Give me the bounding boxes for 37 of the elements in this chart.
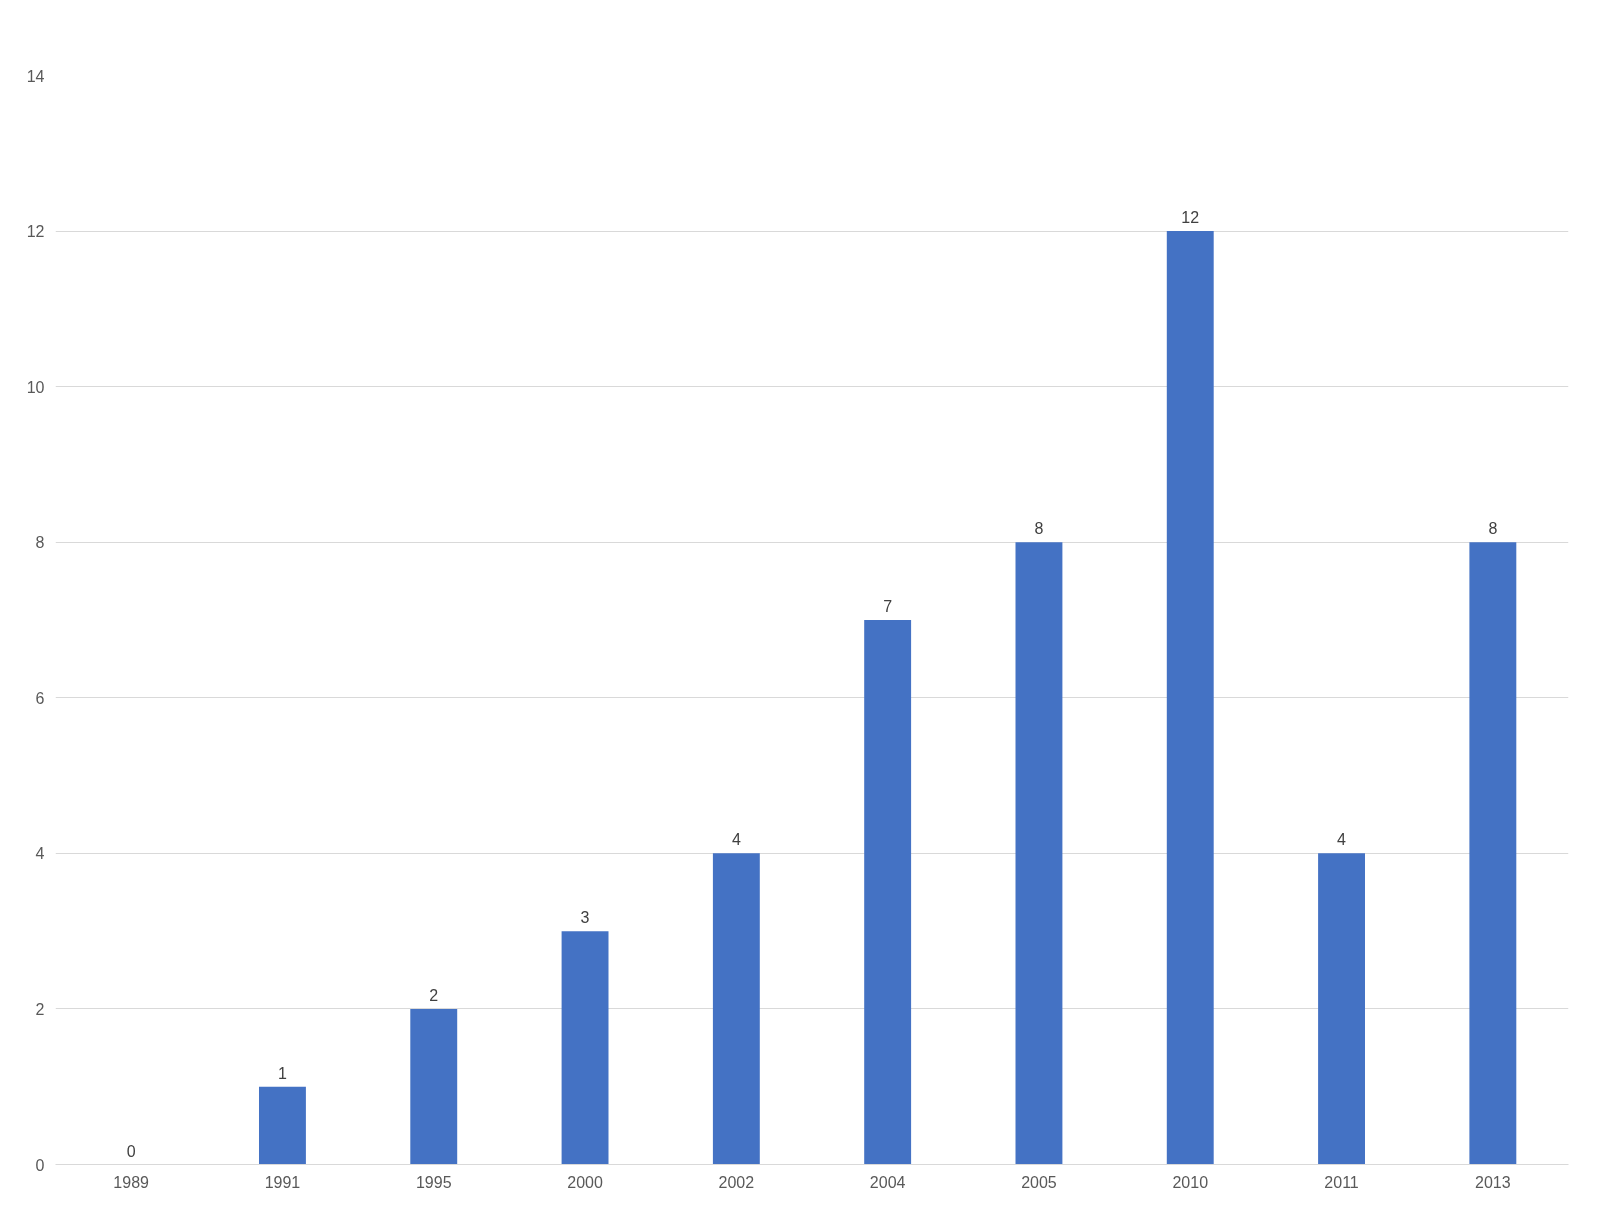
x-tick-label: 2011: [1324, 1173, 1359, 1191]
y-tick-label: 4: [35, 845, 45, 863]
data-label: 7: [883, 598, 893, 615]
bar: [259, 1086, 306, 1165]
bar: [1015, 542, 1063, 1165]
x-tick-label: 2013: [1475, 1173, 1511, 1191]
bar: [1318, 853, 1365, 1165]
bar: [864, 620, 912, 1165]
y-tick-label: 14: [26, 67, 45, 85]
y-tick-label: 2: [35, 1000, 45, 1018]
data-label: 8: [1488, 520, 1498, 538]
data-label: 4: [1337, 831, 1347, 849]
bar: [1469, 542, 1517, 1165]
data-label: 2: [429, 986, 439, 1004]
x-tick-label: 1991: [264, 1173, 301, 1191]
data-label: 0: [126, 1142, 136, 1160]
bar: [712, 853, 760, 1165]
data-label: 1: [278, 1064, 287, 1082]
data-label: 8: [1034, 520, 1044, 538]
data-label: 3: [580, 909, 590, 927]
x-tick-label: 2002: [718, 1173, 755, 1191]
x-tick-label: 2000: [567, 1173, 603, 1191]
data-label: 4: [731, 831, 741, 849]
y-tick-label: 12: [26, 223, 45, 241]
y-tick-label: 8: [35, 534, 45, 552]
data-label: 12: [1181, 209, 1200, 227]
x-tick-label: 2005: [1021, 1173, 1057, 1191]
x-tick-label: 2004: [869, 1173, 906, 1191]
y-tick-label: 6: [35, 689, 45, 707]
y-tick-label: 10: [26, 378, 45, 396]
bar: [1166, 231, 1214, 1165]
x-tick-label: 1989: [113, 1173, 150, 1191]
x-tick-label: 1995: [415, 1173, 452, 1191]
bar: [561, 931, 609, 1165]
bar: [410, 1008, 458, 1165]
y-tick-label: 0: [35, 1156, 45, 1174]
x-tick-label: 2010: [1172, 1173, 1209, 1191]
